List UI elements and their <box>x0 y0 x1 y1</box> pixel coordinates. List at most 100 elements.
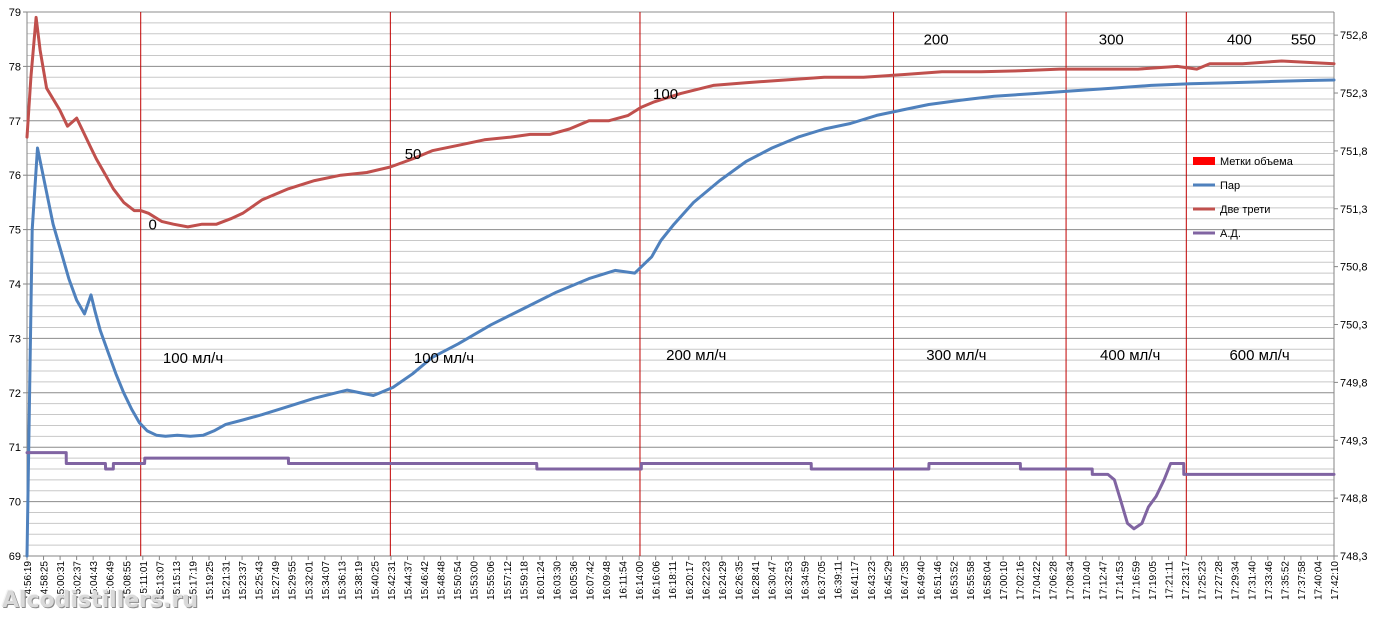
x-tick-label: 15:13:07 <box>155 561 166 600</box>
volume-label: 50 <box>405 146 422 163</box>
rate-label: 400 мл/ч <box>1100 347 1160 364</box>
legend-label: Метки объема <box>1220 156 1294 168</box>
x-tick-label: 15:36:13 <box>337 561 348 600</box>
series-line <box>25 15 1336 229</box>
x-tick-label: 15:57:12 <box>503 561 514 600</box>
x-tick-label: 16:26:35 <box>734 561 745 600</box>
x-tick-label: 16:58:04 <box>983 561 994 600</box>
y-tick-label-right: 750,8 <box>1340 262 1368 274</box>
x-tick-label: 16:09:48 <box>602 561 613 600</box>
x-tick-label: 16:03:30 <box>552 561 563 600</box>
x-tick-label: 15:27:49 <box>271 561 282 600</box>
x-tick-label: 16:51:46 <box>933 561 944 600</box>
x-tick-label: 15:08:55 <box>122 561 133 600</box>
x-tick-label: 17:40:04 <box>1313 561 1324 600</box>
volume-label: 400 <box>1227 32 1252 49</box>
y-tick-label-left: 73 <box>9 333 21 345</box>
y-tick-label-left: 76 <box>9 170 21 182</box>
x-tick-label: 15:32:01 <box>304 561 315 600</box>
volume-label: 200 <box>924 32 949 49</box>
x-tick-label: 16:28:41 <box>751 561 762 600</box>
x-tick-label: 17:37:58 <box>1297 561 1308 600</box>
x-tick-label: 16:45:29 <box>883 561 894 600</box>
y-tick-label-right: 749,3 <box>1340 435 1368 447</box>
x-tick-label: 16:53:52 <box>949 561 960 600</box>
volume-label: 100 <box>653 86 678 103</box>
y-tick-label-right: 748,8 <box>1340 493 1368 505</box>
x-tick-label: 16:34:59 <box>801 561 812 600</box>
y-tick-label-left: 70 <box>9 497 21 509</box>
y-tick-label-left: 72 <box>9 388 21 400</box>
x-tick-label: 17:02:16 <box>1016 561 1027 600</box>
x-tick-label: 17:35:52 <box>1280 561 1291 600</box>
x-tick-label: 16:18:11 <box>668 561 679 600</box>
x-tick-label: 16:37:05 <box>817 561 828 600</box>
y-tick-label-right: 752,8 <box>1340 30 1368 42</box>
series-line <box>25 451 1336 531</box>
y-tick-label-left: 69 <box>9 551 21 563</box>
x-tick-label: 17:06:28 <box>1049 561 1060 600</box>
x-tick-label: 15:40:25 <box>370 561 381 600</box>
y-tick-label-left: 79 <box>9 7 21 19</box>
y-tick-label-right: 751,8 <box>1340 146 1368 158</box>
x-tick-label: 15:25:43 <box>255 561 266 600</box>
x-tick-label: 15:04:43 <box>89 561 100 600</box>
x-tick-label: 15:42:31 <box>387 561 398 600</box>
x-tick-label: 15:00:31 <box>56 561 67 600</box>
rate-label: 100 мл/ч <box>414 350 474 367</box>
x-tick-label: 16:01:24 <box>536 561 547 600</box>
x-tick-label: 15:17:19 <box>188 561 199 600</box>
legend: Метки объема Пар Две трети А.Д. <box>1193 156 1294 240</box>
x-tick-label: 15:02:37 <box>73 561 84 600</box>
watermark-logo: Alcodistillers.ru <box>2 588 198 613</box>
y-tick-label-right: 748,3 <box>1340 551 1368 563</box>
x-tick-label: 16:16:06 <box>652 561 663 600</box>
rate-label: 100 мл/ч <box>163 350 223 367</box>
rate-label: 300 мл/ч <box>926 347 986 364</box>
y-tick-label-left: 77 <box>9 116 21 128</box>
x-tick-label: 17:19:05 <box>1148 561 1159 600</box>
x-tick-label: 15:11:01 <box>139 561 150 600</box>
x-tick-label: 15:59:18 <box>519 561 530 600</box>
x-tick-label: 16:05:36 <box>569 561 580 600</box>
x-tick-label: 16:24:29 <box>718 561 729 600</box>
x-tick-label: 17:16:59 <box>1131 561 1142 600</box>
x-tick-label: 15:55:06 <box>486 561 497 600</box>
legend-label: А.Д. <box>1220 228 1241 240</box>
x-tick-label: 15:50:54 <box>453 561 464 600</box>
x-tick-label: 15:23:37 <box>238 561 249 600</box>
x-tick-label: 17:12:47 <box>1098 561 1109 600</box>
x-tick-label: 16:20:17 <box>685 561 696 600</box>
x-tick-label: 15:48:48 <box>437 561 448 600</box>
x-tick-label: 15:21:31 <box>222 561 233 600</box>
x-tick-label: 17:04:22 <box>1032 561 1043 600</box>
x-tick-label: 15:38:19 <box>354 561 365 600</box>
x-tick-label: 15:53:00 <box>470 561 481 600</box>
y-tick-label-right: 751,3 <box>1340 204 1368 216</box>
x-tick-label: 16:41:17 <box>850 561 861 600</box>
x-tick-label: 15:19:25 <box>205 561 216 600</box>
x-tick-label: 16:39:11 <box>834 561 845 600</box>
x-tick-label: 16:49:40 <box>916 561 927 600</box>
x-tick-label: 17:27:28 <box>1214 561 1225 600</box>
x-tick-label: 16:22:23 <box>701 561 712 600</box>
y-tick-label-left: 71 <box>9 442 21 454</box>
legend-swatch <box>1193 157 1215 165</box>
x-tick-label: 17:08:34 <box>1065 561 1076 600</box>
rate-label: 200 мл/ч <box>666 347 726 364</box>
y-tick-label-left: 74 <box>9 279 21 291</box>
x-tick-label: 15:06:49 <box>106 561 117 600</box>
legend-label: Пар <box>1220 180 1240 192</box>
x-tick-label: 17:29:34 <box>1231 561 1242 600</box>
x-tick-label: 17:42:10 <box>1330 561 1341 600</box>
x-tick-label: 15:15:13 <box>172 561 183 600</box>
x-tick-label: 17:33:46 <box>1264 561 1275 600</box>
x-tick-label: 14:58:25 <box>40 561 51 600</box>
x-tick-label: 15:46:42 <box>420 561 431 600</box>
x-tick-label: 14:56:19 <box>23 561 34 600</box>
x-tick-label: 16:11:54 <box>619 561 630 600</box>
volume-label: 550 <box>1291 32 1316 49</box>
volume-label: 300 <box>1099 32 1124 49</box>
